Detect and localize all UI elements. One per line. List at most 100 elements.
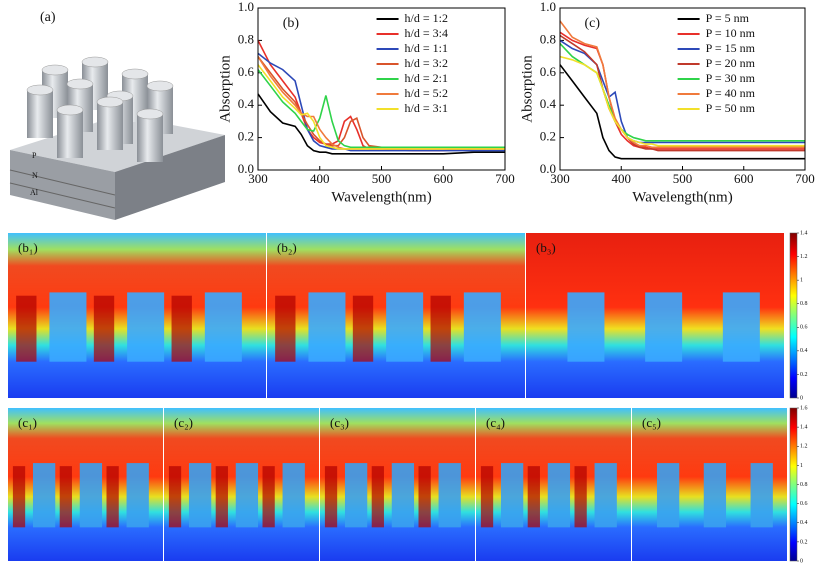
field-gap xyxy=(430,295,451,362)
field-pillar xyxy=(463,292,501,362)
field-gap xyxy=(352,295,374,362)
map-label: (c₁) xyxy=(18,415,37,430)
line xyxy=(257,69,505,149)
colorbar-tick-label: 1 xyxy=(800,278,803,284)
legend-label: P = 5 nm xyxy=(706,11,750,25)
field-pillar xyxy=(308,292,346,362)
y-tick-label: 0.8 xyxy=(238,31,254,46)
field-gap xyxy=(480,466,494,528)
y-tick-label: 1.0 xyxy=(540,0,556,14)
y-tick-label: 0.4 xyxy=(540,96,557,111)
field-pillar xyxy=(386,292,424,362)
line xyxy=(257,56,505,149)
y-axis-label: Absorption xyxy=(217,55,233,123)
x-tick-label: 700 xyxy=(795,171,815,186)
panel-label: (a) xyxy=(40,10,56,25)
layer-side xyxy=(115,135,225,220)
legend-label: P = 10 nm xyxy=(706,26,756,40)
pillar-top xyxy=(96,96,124,108)
line xyxy=(559,55,805,147)
field-pillar xyxy=(594,463,617,528)
map-label: (b₁) xyxy=(18,240,38,255)
pillar-top xyxy=(41,64,69,76)
field-pillar xyxy=(567,292,605,362)
x-tick-label: 300 xyxy=(550,171,570,186)
field-pillar xyxy=(126,463,149,528)
legend-label: P = 40 nm xyxy=(706,86,756,100)
legend-label: P = 15 nm xyxy=(706,41,756,55)
field-gap xyxy=(418,466,431,528)
plot-frame xyxy=(257,7,506,171)
pillar xyxy=(97,102,123,150)
y-tick-label: 0.6 xyxy=(238,64,255,79)
colorbar-tick-label: 0.4 xyxy=(800,520,808,526)
y-tick-label: 0.2 xyxy=(238,129,254,144)
field-gap xyxy=(324,466,338,528)
colorbar-tick-label: 1.4 xyxy=(800,425,808,431)
field-pillar xyxy=(32,463,56,528)
colorbar-tick-label: 0.6 xyxy=(800,325,808,331)
y-tick-label: 0.0 xyxy=(540,161,556,176)
field-pillar xyxy=(547,463,571,528)
x-tick-label: 600 xyxy=(734,171,754,186)
colorbar-tick-label: 0 xyxy=(800,558,803,564)
x-tick-label: 400 xyxy=(612,171,632,186)
map-label: (c₄) xyxy=(486,415,505,430)
field-pillar xyxy=(750,463,773,528)
line xyxy=(257,64,505,150)
legend-label: P = 20 nm xyxy=(706,56,756,70)
field-pillar xyxy=(656,463,680,528)
field-pillar xyxy=(188,463,212,528)
field-gap xyxy=(215,466,228,528)
layer-label: N xyxy=(32,171,38,180)
field-pillar xyxy=(235,463,259,528)
colorbar-tick-label: 1.4 xyxy=(800,230,808,236)
field-pillar xyxy=(645,292,683,362)
legend-label: h/d = 3:4 xyxy=(405,26,448,40)
x-axis-label: Wavelength(nm) xyxy=(632,189,732,205)
field-gap xyxy=(106,466,119,528)
field-pillar xyxy=(282,463,305,528)
x-tick-label: 400 xyxy=(310,171,330,186)
y-tick-label: 0.8 xyxy=(540,31,556,46)
legend-label: h/d = 3:2 xyxy=(405,56,448,70)
plot-frame xyxy=(559,7,806,171)
legend-label: P = 30 nm xyxy=(706,71,756,85)
schematic: (a) P N Al xyxy=(9,10,225,220)
legend-label: h/d = 2:1 xyxy=(405,71,448,85)
x-tick-label: 700 xyxy=(495,171,515,186)
field-pillar xyxy=(703,463,727,528)
field-pillar xyxy=(204,292,242,362)
map-label: (c₃) xyxy=(330,415,349,430)
line xyxy=(559,39,805,144)
field-pillar xyxy=(49,292,87,362)
line xyxy=(559,43,805,142)
pillar xyxy=(57,110,83,158)
field-gap xyxy=(527,466,540,528)
x-tick-label: 500 xyxy=(372,171,392,186)
y-tick-label: 0.2 xyxy=(540,129,556,144)
colorbar-tick-label: 0.8 xyxy=(800,482,808,488)
field-pillar xyxy=(127,292,165,362)
y-tick-label: 0.6 xyxy=(540,64,557,79)
field-pillar xyxy=(500,463,524,528)
pillar-top xyxy=(26,84,54,96)
field-gap xyxy=(168,466,182,528)
colorbar-tick-label: 0.6 xyxy=(800,501,808,507)
map-label: (c₅) xyxy=(642,415,661,430)
colorbar xyxy=(789,232,798,399)
field-pillar xyxy=(344,463,368,528)
layer-label: P xyxy=(32,151,37,160)
y-axis-label: Absorption xyxy=(519,55,535,123)
field-gap xyxy=(171,295,192,362)
legend-label: h/d = 1:1 xyxy=(405,41,448,55)
pillar-top xyxy=(81,56,109,68)
layer-edge xyxy=(9,169,116,196)
pillar-top xyxy=(136,108,164,120)
field-gap xyxy=(93,295,115,362)
colorbar-tick-label: 0.4 xyxy=(800,348,808,354)
line xyxy=(559,20,805,149)
line xyxy=(559,64,805,160)
panel-label: (c) xyxy=(585,16,601,31)
